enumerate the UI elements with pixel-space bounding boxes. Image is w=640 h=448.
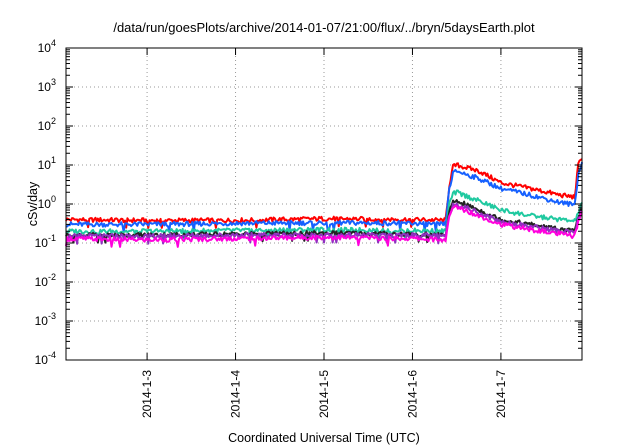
y-tick-label: 101 [38, 155, 56, 172]
grid-lines [66, 48, 582, 360]
series-group [65, 158, 583, 248]
series-line [65, 162, 583, 233]
x-tick-label: 2014-1-3 [140, 370, 154, 418]
y-tick-label: 10-2 [35, 272, 56, 289]
y-tick-label: 10-1 [35, 233, 56, 250]
series-line [65, 202, 583, 245]
series-line [65, 158, 583, 229]
x-tick-label: 2014-1-6 [405, 370, 419, 418]
axis-ticks: 10-4 10-3 10-2 10-1 100 101 102 103 104 2014-1-3 2… [35, 38, 582, 418]
series-line [65, 204, 583, 248]
x-tick-label: 2014-1-7 [494, 370, 508, 418]
y-tick-label: 100 [38, 194, 56, 211]
y-tick-label: 10-4 [35, 350, 56, 367]
y-tick-label: 10-3 [35, 311, 56, 328]
x-tick-label: 2014-1-5 [317, 370, 331, 418]
x-axis-label: Coordinated Universal Time (UTC) [228, 431, 420, 445]
y-axis-label: cSv/day [26, 181, 40, 226]
y-tick-label: 102 [38, 116, 56, 133]
x-tick-label: 2014-1-4 [229, 370, 243, 418]
y-tick-label: 103 [38, 77, 56, 94]
y-tick-label: 104 [38, 38, 56, 55]
series-line [65, 189, 583, 240]
chart-title: /data/run/goesPlots/archive/2014-01-07/2… [113, 20, 535, 35]
